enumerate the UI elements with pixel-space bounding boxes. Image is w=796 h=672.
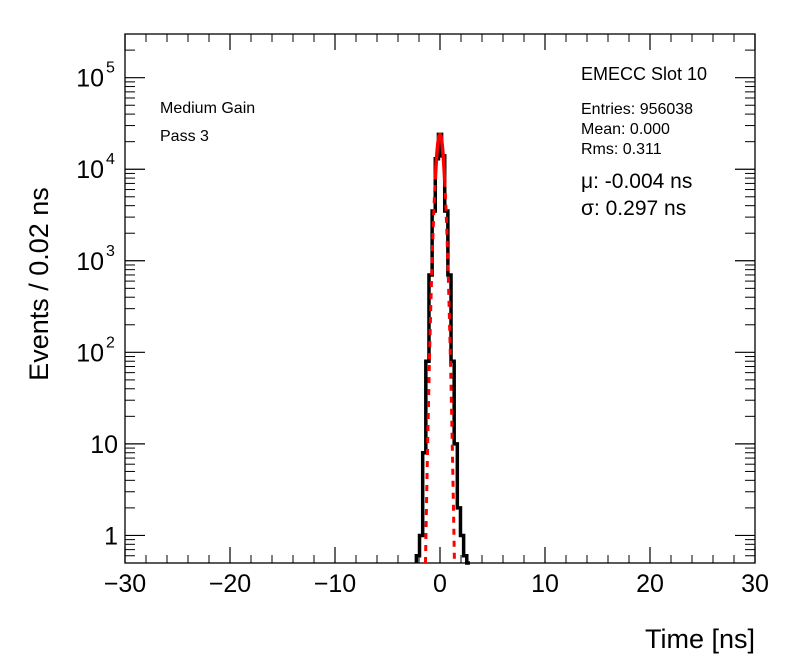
x-tick-label: 10 xyxy=(531,570,559,598)
x-tick-label: 20 xyxy=(636,570,664,598)
stats-rms: Rms: 0.311 xyxy=(581,141,662,158)
y-tick-label: 10 xyxy=(76,248,104,276)
fit-sigma: σ: 0.297 ns xyxy=(581,197,686,220)
y-tick-exponent: 4 xyxy=(106,151,115,168)
stats-title: EMECC Slot 10 xyxy=(581,64,707,84)
x-tick-label: −20 xyxy=(209,570,251,598)
histogram-series xyxy=(414,132,470,565)
y-tick-exponent: 2 xyxy=(106,334,115,351)
y-tick-label: 10 xyxy=(76,156,104,184)
y-axis-title: Events / 0.02 ns xyxy=(24,187,54,381)
y-tick-exponent: 5 xyxy=(106,60,115,77)
y-tick-label: 10 xyxy=(90,431,118,459)
gaussian-fit-core xyxy=(433,132,447,181)
y-tick-exponent: 3 xyxy=(106,243,115,260)
stats-entries: Entries: 956038 xyxy=(581,101,693,118)
x-tick-label: −30 xyxy=(104,570,146,598)
fit-mu: μ: -0.004 ns xyxy=(581,170,692,193)
gaussian-fit-tail xyxy=(423,179,456,564)
x-axis-title: Time [ns] xyxy=(645,624,755,654)
x-tick-label: −10 xyxy=(314,570,356,598)
x-tick-label: 0 xyxy=(433,570,447,598)
y-tick-label: 10 xyxy=(76,65,104,93)
x-tick-label: 30 xyxy=(741,570,769,598)
x-axis-ticks: −30 −20 −10 0 10 20 30 xyxy=(104,34,769,598)
y-tick-label: 1 xyxy=(104,522,118,550)
minor-ticks xyxy=(125,33,755,564)
annotation-pass: Pass 3 xyxy=(160,128,209,145)
annotation-medium-gain: Medium Gain xyxy=(160,100,255,117)
y-tick-label: 10 xyxy=(76,339,104,367)
stats-mean: Mean: 0.000 xyxy=(581,121,670,138)
